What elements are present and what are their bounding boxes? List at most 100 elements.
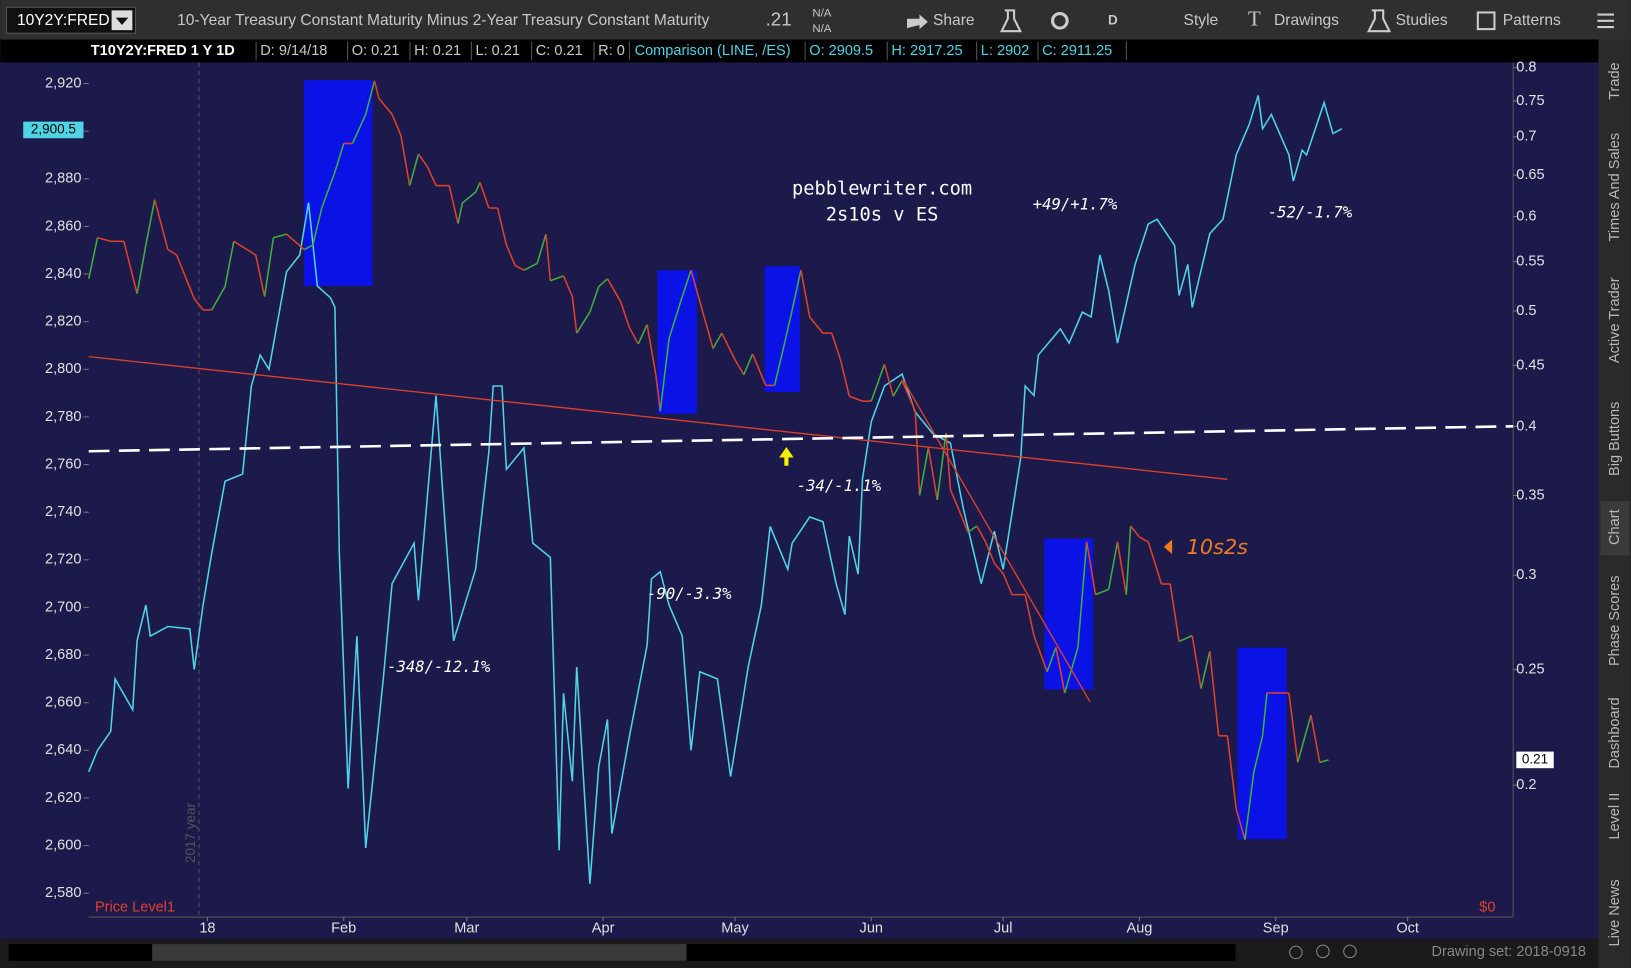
menu-icon[interactable] (1597, 13, 1615, 29)
line-segment (1244, 772, 1255, 840)
line-segment (958, 510, 969, 533)
line-segment (1288, 692, 1299, 763)
line-segment (312, 207, 323, 246)
line-segment (703, 316, 714, 349)
line-segment (721, 332, 736, 361)
price-level-value: $0 (1479, 900, 1495, 916)
line-segment (967, 525, 978, 533)
toolbar-buttons: Share D Style T Drawings Studies Pattern… (906, 8, 1615, 33)
drawings (198, 62, 1287, 918)
zoom-in-icon[interactable] (1316, 944, 1330, 959)
year-label: 2017 year (183, 802, 198, 863)
button-style[interactable]: Style (1184, 12, 1219, 29)
study-name: T10Y2Y:FRED 1 Y 1D (91, 43, 235, 59)
line-segment (1147, 541, 1163, 585)
line-segment (619, 301, 631, 329)
line-segment (681, 269, 692, 297)
pan-icon[interactable] (1289, 945, 1303, 960)
line-segment (606, 278, 622, 303)
line-segment (734, 359, 745, 376)
line-segment (914, 411, 921, 496)
button-studies[interactable]: Studies (1396, 12, 1448, 29)
line-segment (545, 234, 552, 281)
y2-tick-label: 0.5 (1516, 303, 1536, 319)
symbol[interactable]: 10Y2Y:FRED (17, 12, 110, 29)
line-segment (927, 447, 939, 501)
side-tab[interactable]: Big Buttons (1607, 402, 1623, 476)
x-tick-label: Aug (1127, 920, 1153, 936)
line-segment (474, 182, 481, 193)
y-tick-label: 2,780 (45, 409, 81, 425)
annotation: +49/+1.7% (1033, 195, 1118, 213)
trendlines (88, 355, 1514, 703)
line-segment (1319, 759, 1329, 764)
side-tab[interactable]: Dashboard (1607, 697, 1623, 768)
studies-icon (1366, 9, 1392, 33)
line-segment (97, 236, 111, 243)
side-tab[interactable]: Level II (1607, 793, 1623, 840)
side-tab[interactable]: Live News (1607, 879, 1623, 946)
line-segment (123, 241, 138, 294)
y-tick-label: 2,860 (45, 218, 81, 234)
line-segment (457, 202, 464, 224)
info-separators (255, 41, 1127, 61)
flask-icon[interactable] (999, 9, 1023, 33)
y2-tick-label: 0.3 (1516, 567, 1536, 583)
y-tick-label: 2,680 (45, 647, 81, 663)
highlight-box (1237, 647, 1287, 840)
line-segment (400, 135, 411, 186)
y2-tick-label: 0.55 (1516, 253, 1544, 269)
line-segment (1125, 525, 1132, 595)
price-level-label: Price Level1 (95, 900, 175, 916)
price-bubble (1516, 751, 1554, 769)
line-segment (523, 262, 538, 271)
line-segment (655, 374, 662, 412)
plot (87, 80, 1343, 884)
line-segment (1024, 594, 1035, 636)
side-tab[interactable]: Trade (1607, 62, 1623, 99)
button-period[interactable]: D (1108, 12, 1118, 27)
y-tick-label: 2,580 (45, 885, 81, 901)
button-share[interactable]: Share (933, 12, 975, 29)
comparison-name: Comparison (LINE, /ES) (635, 43, 791, 59)
bid: N/A (812, 8, 831, 20)
y2-tick-label: 0.2 (1516, 777, 1536, 793)
line-segment (589, 286, 600, 313)
x-tick-label: Oct (1396, 920, 1419, 936)
x-tick-label: 18 (199, 920, 215, 936)
line-segment (1085, 541, 1097, 595)
y2-tick-label: 0.45 (1516, 357, 1544, 373)
line-segment (1226, 735, 1237, 810)
line-segment (791, 269, 802, 311)
zoom-out-icon[interactable] (1343, 944, 1357, 959)
side-tab[interactable]: Phase Scores (1607, 575, 1623, 666)
comparison-low: L: 2902 (981, 43, 1030, 59)
line-segment (628, 327, 639, 345)
button-patterns[interactable]: Patterns (1503, 12, 1561, 29)
x-tick-label: Mar (454, 920, 479, 936)
gear-icon[interactable] (1051, 11, 1069, 30)
y-tick-label: 2,700 (45, 599, 81, 615)
line-segment (1116, 541, 1128, 595)
button-drawings[interactable]: Drawings (1274, 12, 1339, 29)
annotation: 10s2s (1187, 535, 1248, 559)
line-segment (286, 233, 305, 251)
line-segment (1253, 735, 1264, 773)
line-segment (233, 240, 248, 251)
side-tab[interactable]: Chart (1607, 509, 1623, 545)
price-bubble (23, 121, 84, 139)
line-segment (690, 269, 705, 318)
y-tick-label: 2,840 (45, 266, 81, 282)
side-tab[interactable]: Times And Sales (1607, 133, 1623, 242)
line-segment (514, 264, 525, 271)
scrollbar-thumb[interactable] (152, 944, 687, 961)
line-segment (246, 248, 257, 256)
line-segment (659, 338, 670, 412)
y2-tick-label: 0.35 (1516, 487, 1544, 503)
line-segment (153, 199, 169, 250)
side-tab[interactable]: Active Trader (1607, 277, 1623, 363)
patterns-icon (1476, 11, 1496, 31)
highlight-box (303, 80, 373, 286)
line-segment (984, 541, 996, 564)
